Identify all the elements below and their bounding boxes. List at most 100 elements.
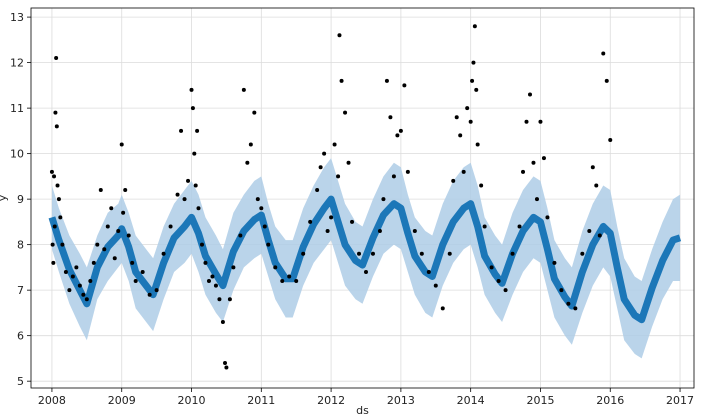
observed-point [63, 269, 68, 274]
observed-point [154, 288, 159, 293]
observed-point [55, 183, 60, 188]
observed-point [227, 297, 232, 302]
observed-point [280, 279, 285, 284]
observed-point [220, 320, 225, 325]
observed-point [524, 119, 529, 124]
line-layer [48, 195, 682, 324]
observed-point [189, 87, 194, 92]
observed-point [210, 274, 215, 279]
observed-point [479, 183, 484, 188]
observed-point [52, 174, 57, 179]
observed-point [527, 92, 532, 97]
x-tick-label: 2017 [666, 394, 694, 407]
y-axis-label: y [0, 194, 9, 201]
observed-point [123, 188, 128, 193]
observed-point [50, 242, 55, 247]
observed-point [88, 279, 93, 284]
observed-point [440, 306, 445, 311]
observed-point [325, 228, 330, 233]
observed-point [503, 288, 508, 293]
y-tick-label: 8 [17, 239, 24, 252]
y-tick-label: 5 [17, 375, 24, 388]
observed-point [419, 251, 424, 256]
observed-point [391, 174, 396, 179]
y-tick-label: 12 [10, 57, 24, 70]
observed-point [186, 178, 191, 183]
y-tick-label: 10 [10, 148, 24, 161]
observed-point [252, 110, 257, 115]
observed-point [255, 197, 260, 202]
observed-point [517, 224, 522, 229]
observed-point [140, 269, 145, 274]
x-tick-label: 2009 [108, 394, 136, 407]
observed-point [580, 251, 585, 256]
observed-point [52, 224, 57, 229]
observed-point [496, 279, 501, 284]
observed-point [402, 83, 407, 88]
observed-point [587, 228, 592, 233]
observed-point [91, 260, 96, 265]
observed-point [451, 178, 456, 183]
observed-point [203, 260, 208, 265]
observed-point [224, 365, 229, 370]
x-tick-label: 2011 [247, 394, 275, 407]
observed-point [119, 142, 124, 147]
observed-point [472, 24, 477, 29]
observed-point [121, 210, 126, 215]
observed-point [601, 51, 606, 56]
observed-point [388, 115, 393, 120]
observed-point [534, 197, 539, 202]
observed-point [112, 256, 117, 261]
observed-point [238, 233, 243, 238]
observed-point [475, 142, 480, 147]
observed-point [405, 169, 410, 174]
observed-point [56, 197, 61, 202]
observed-point [196, 206, 201, 211]
y-tick-label: 11 [10, 102, 24, 115]
x-tick-label: 2010 [178, 394, 206, 407]
observed-point [474, 87, 479, 92]
x-tick-label: 2015 [526, 394, 554, 407]
observed-point [594, 183, 599, 188]
observed-point [287, 274, 292, 279]
observed-point [193, 183, 198, 188]
point-layer [49, 24, 613, 370]
observed-point [489, 265, 494, 270]
x-tick-label: 2014 [457, 394, 485, 407]
observed-point [223, 360, 228, 365]
observed-point [590, 165, 595, 170]
observed-point [458, 133, 463, 138]
observed-point [81, 292, 86, 297]
observed-point [147, 292, 152, 297]
observed-point [471, 60, 476, 65]
observed-point [398, 128, 403, 133]
observed-point [454, 115, 459, 120]
x-tick-label: 2016 [596, 394, 624, 407]
observed-point [332, 142, 337, 147]
x-axis-label: ds [356, 404, 369, 415]
observed-point [318, 165, 323, 170]
observed-point [199, 242, 204, 247]
observed-point [294, 279, 299, 284]
observed-point [217, 297, 222, 302]
plot-frame [30, 7, 695, 389]
y-tick-label: 9 [17, 193, 24, 206]
observed-point [566, 301, 571, 306]
observed-point [604, 78, 609, 83]
observed-point [301, 251, 306, 256]
observed-point [273, 265, 278, 270]
observed-point [545, 215, 550, 220]
observed-point [573, 306, 578, 311]
observed-point [259, 206, 264, 211]
observed-point [182, 197, 187, 202]
observed-point [98, 188, 103, 193]
observed-point [336, 174, 341, 179]
observed-point [51, 260, 56, 265]
observed-point [266, 242, 271, 247]
observed-point [538, 119, 543, 124]
observed-point [179, 128, 184, 133]
observed-point [346, 160, 351, 165]
observed-point [461, 169, 466, 174]
